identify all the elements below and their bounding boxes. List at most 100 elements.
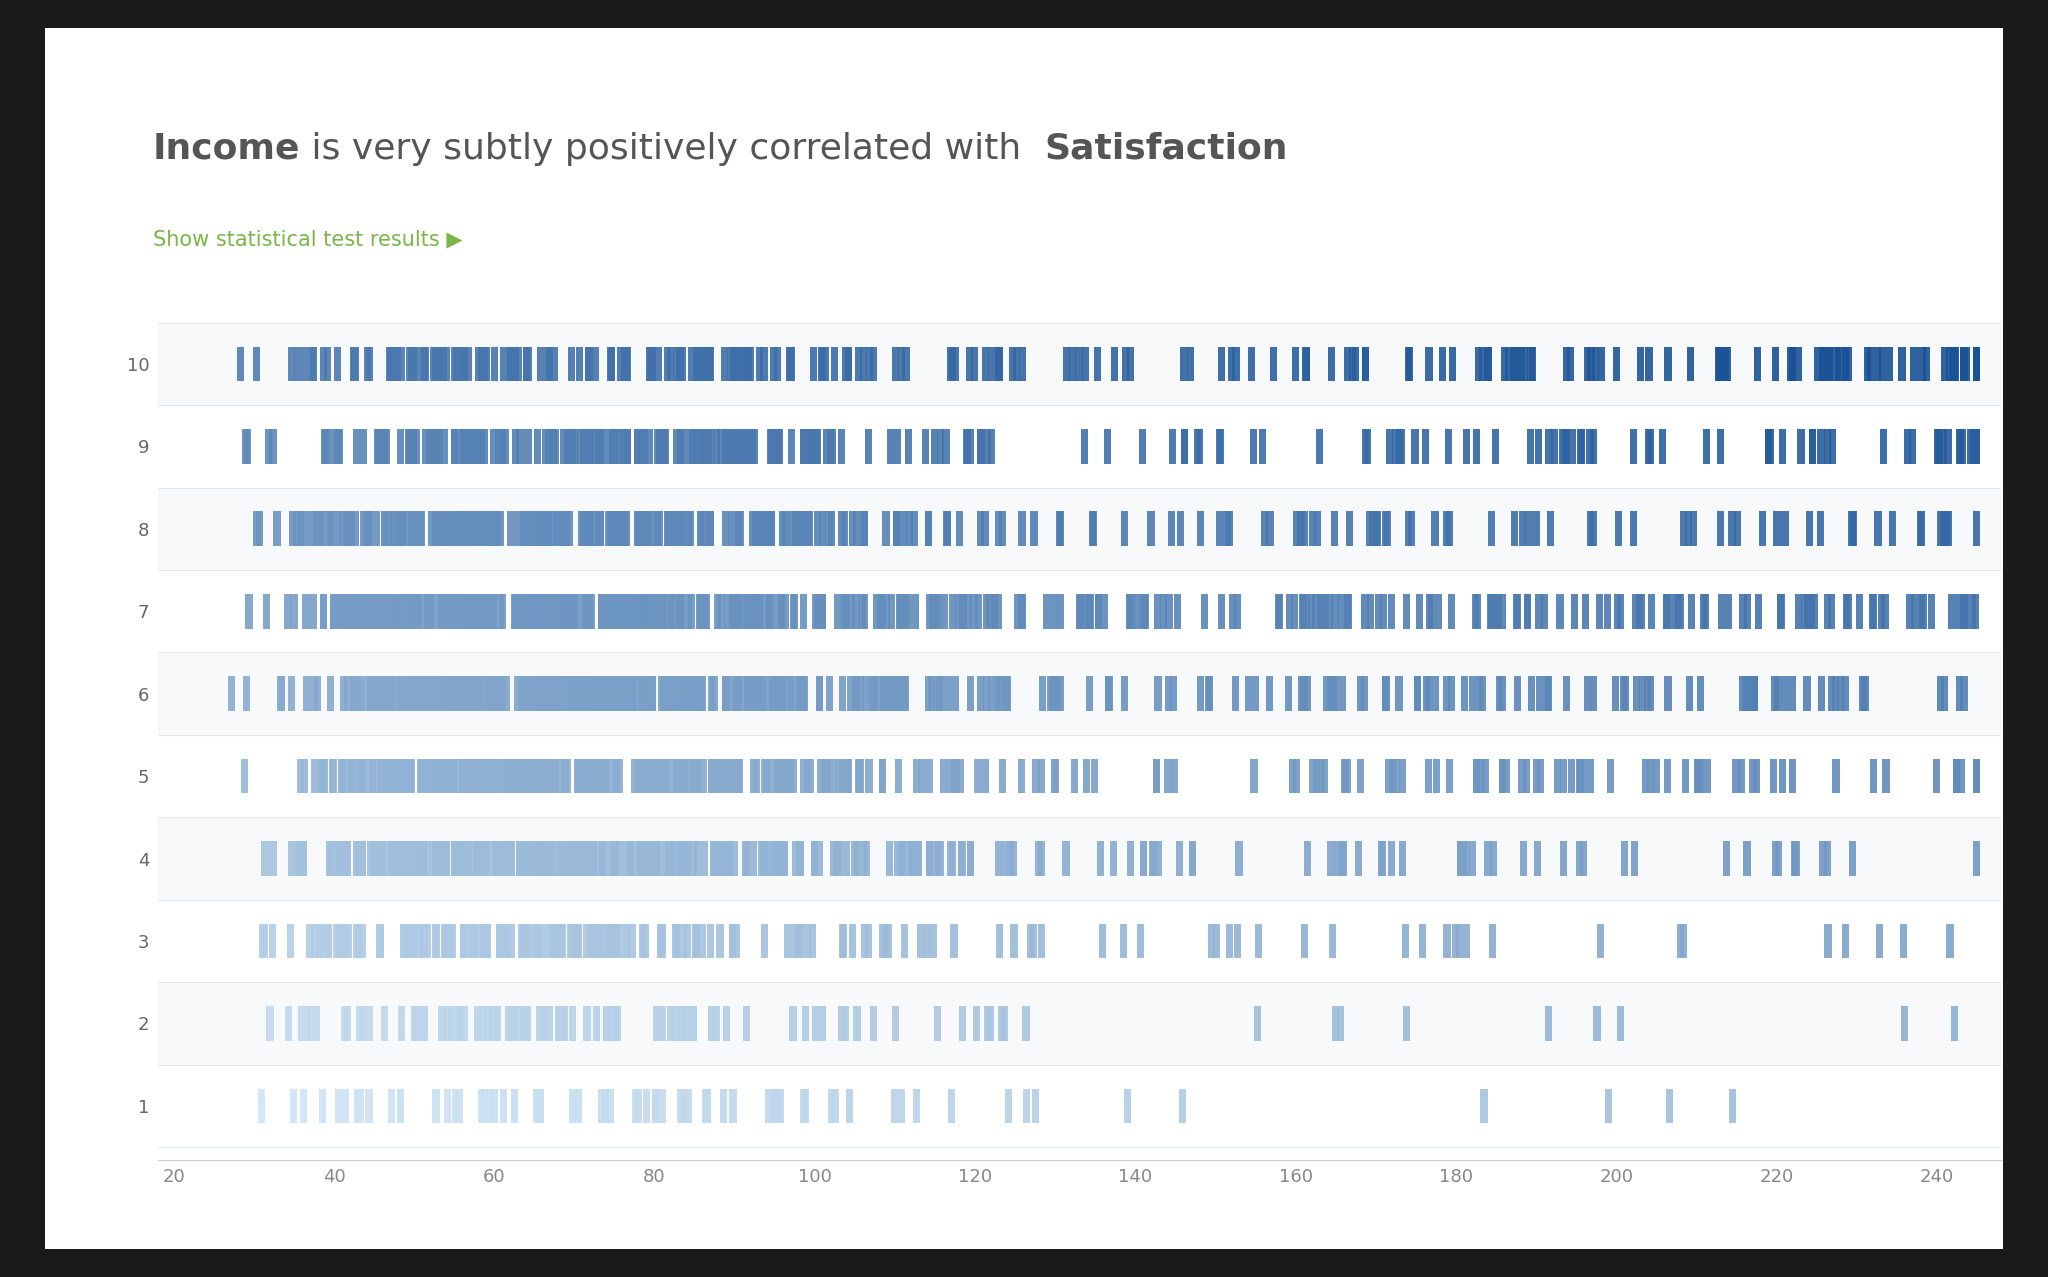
Bar (676, 429, 684, 464)
Bar (911, 512, 918, 547)
Bar (848, 594, 856, 628)
Bar (545, 759, 553, 793)
Bar (971, 594, 977, 628)
Bar (1329, 677, 1335, 711)
Bar (918, 759, 926, 793)
Bar (776, 677, 782, 711)
Bar (838, 429, 846, 464)
Bar (664, 677, 672, 711)
Bar (840, 594, 848, 628)
Bar (782, 594, 788, 628)
Bar (735, 429, 741, 464)
Bar (496, 842, 502, 876)
Bar (555, 677, 563, 711)
Bar (317, 759, 324, 793)
Bar (664, 677, 672, 711)
Bar (381, 677, 389, 711)
Bar (743, 677, 752, 711)
Bar (1792, 842, 1800, 876)
Bar (1081, 346, 1090, 382)
Bar (1939, 512, 1948, 547)
Bar (422, 759, 428, 793)
Bar (307, 923, 313, 958)
Bar (1819, 346, 1825, 382)
Bar (1057, 512, 1063, 547)
Bar (1094, 346, 1102, 382)
Bar (1563, 346, 1571, 382)
Bar (932, 429, 938, 464)
Bar (500, 759, 506, 793)
Bar (1481, 1088, 1487, 1124)
Bar (375, 677, 381, 711)
Bar (555, 594, 561, 628)
Bar (776, 1088, 784, 1124)
Bar (1405, 512, 1411, 547)
Bar (397, 1006, 406, 1041)
Bar (831, 1088, 838, 1124)
Bar (309, 512, 315, 547)
Bar (492, 677, 498, 711)
Bar (1888, 512, 1896, 547)
Bar (565, 512, 573, 547)
Bar (565, 842, 571, 876)
Bar (647, 429, 653, 464)
Bar (569, 677, 575, 711)
Bar (793, 512, 799, 547)
Bar (381, 594, 387, 628)
Bar (573, 759, 582, 793)
Bar (948, 1088, 954, 1124)
Bar (690, 842, 696, 876)
Bar (289, 842, 295, 876)
Bar (1343, 594, 1352, 628)
Bar (1167, 512, 1176, 547)
Bar (1503, 759, 1509, 793)
Bar (643, 1088, 649, 1124)
Bar (492, 677, 500, 711)
Bar (694, 346, 702, 382)
Bar (633, 1088, 639, 1124)
Bar (432, 842, 440, 876)
Bar (694, 429, 702, 464)
Bar (1554, 759, 1561, 793)
Bar (707, 512, 715, 547)
Bar (645, 594, 651, 628)
Bar (1518, 512, 1526, 547)
Bar (1946, 923, 1954, 958)
Bar (1522, 346, 1528, 382)
Bar (397, 512, 403, 547)
Bar (1339, 842, 1346, 876)
Bar (1589, 677, 1597, 711)
Bar (797, 677, 803, 711)
Bar (1229, 346, 1235, 382)
Bar (1411, 429, 1419, 464)
Bar (541, 594, 549, 628)
Bar (311, 923, 317, 958)
Bar (1569, 429, 1575, 464)
Bar (532, 512, 541, 547)
Bar (745, 677, 754, 711)
Bar (598, 923, 606, 958)
Bar (358, 842, 367, 876)
Bar (721, 842, 729, 876)
Bar (426, 759, 432, 793)
Bar (467, 842, 475, 876)
Bar (682, 1006, 690, 1041)
Bar (410, 923, 418, 958)
Bar (367, 1006, 373, 1041)
Bar (698, 594, 705, 628)
Bar (403, 759, 412, 793)
Bar (1286, 594, 1292, 628)
Bar (414, 677, 420, 711)
Bar (702, 1088, 709, 1124)
Bar (1952, 346, 1960, 382)
Bar (1511, 512, 1518, 547)
Bar (379, 842, 387, 876)
Bar (754, 512, 760, 547)
Bar (795, 923, 803, 958)
Bar (1135, 594, 1141, 628)
Bar (477, 759, 483, 793)
Bar (815, 429, 821, 464)
Bar (430, 759, 436, 793)
Bar (338, 759, 346, 793)
Bar (526, 759, 535, 793)
